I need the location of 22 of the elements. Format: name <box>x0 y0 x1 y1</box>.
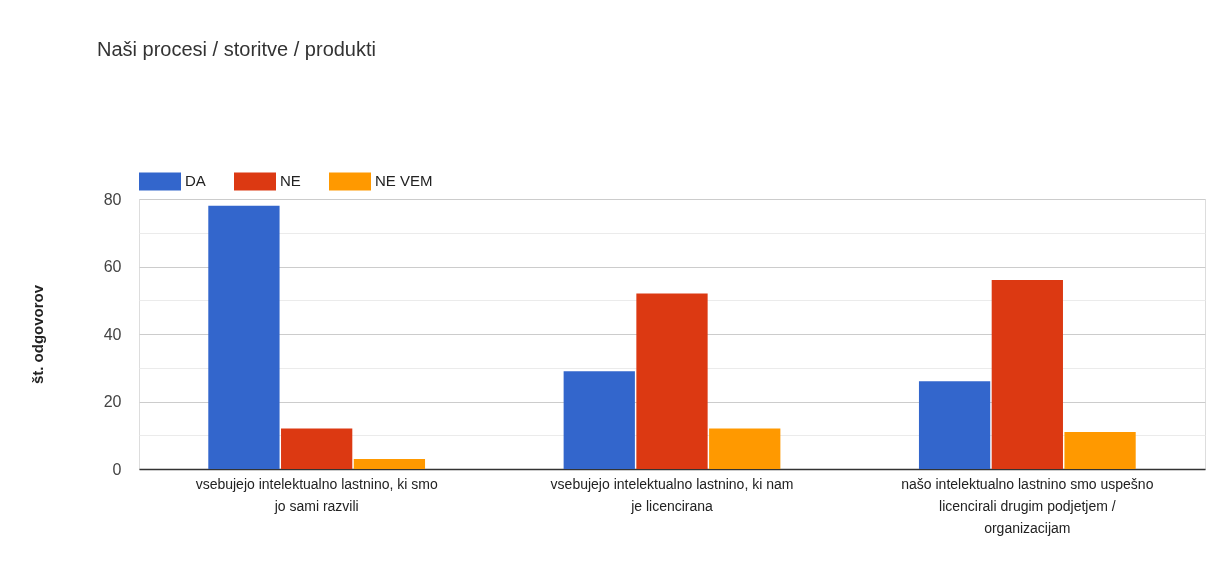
y-axis-title: št. odgovorov <box>28 284 46 385</box>
bar <box>281 428 353 469</box>
y-tick-label: 0 <box>112 460 122 478</box>
bar <box>1064 431 1136 469</box>
bar <box>208 205 280 469</box>
y-tick-label: 40 <box>103 325 122 343</box>
chart-title: Naši procesi / storitve / produkti <box>97 38 376 60</box>
bar <box>709 428 781 469</box>
y-tick-label: 20 <box>103 393 122 410</box>
x-tick-label: vsebujejo intelektualno lastnino, ki smo jo sami razvili <box>195 475 438 514</box>
legend-label: DA <box>185 172 206 190</box>
bar <box>353 458 426 469</box>
bar <box>636 293 708 469</box>
legend-label: NE VEM <box>375 172 433 190</box>
bar <box>991 280 1063 469</box>
bar <box>563 371 635 469</box>
x-tick-label: našo intelektualno lastnino smo uspešno licencirali drugim podjetjem / organizacijam <box>901 475 1154 536</box>
legend-label: NE <box>280 172 301 190</box>
y-tick-label: 80 <box>103 190 122 208</box>
y-tick-label: 60 <box>103 258 122 275</box>
bar <box>918 381 991 469</box>
x-tick-label: vsebujejo intelektualno lastnino, ki nam je licencirana <box>550 475 794 514</box>
